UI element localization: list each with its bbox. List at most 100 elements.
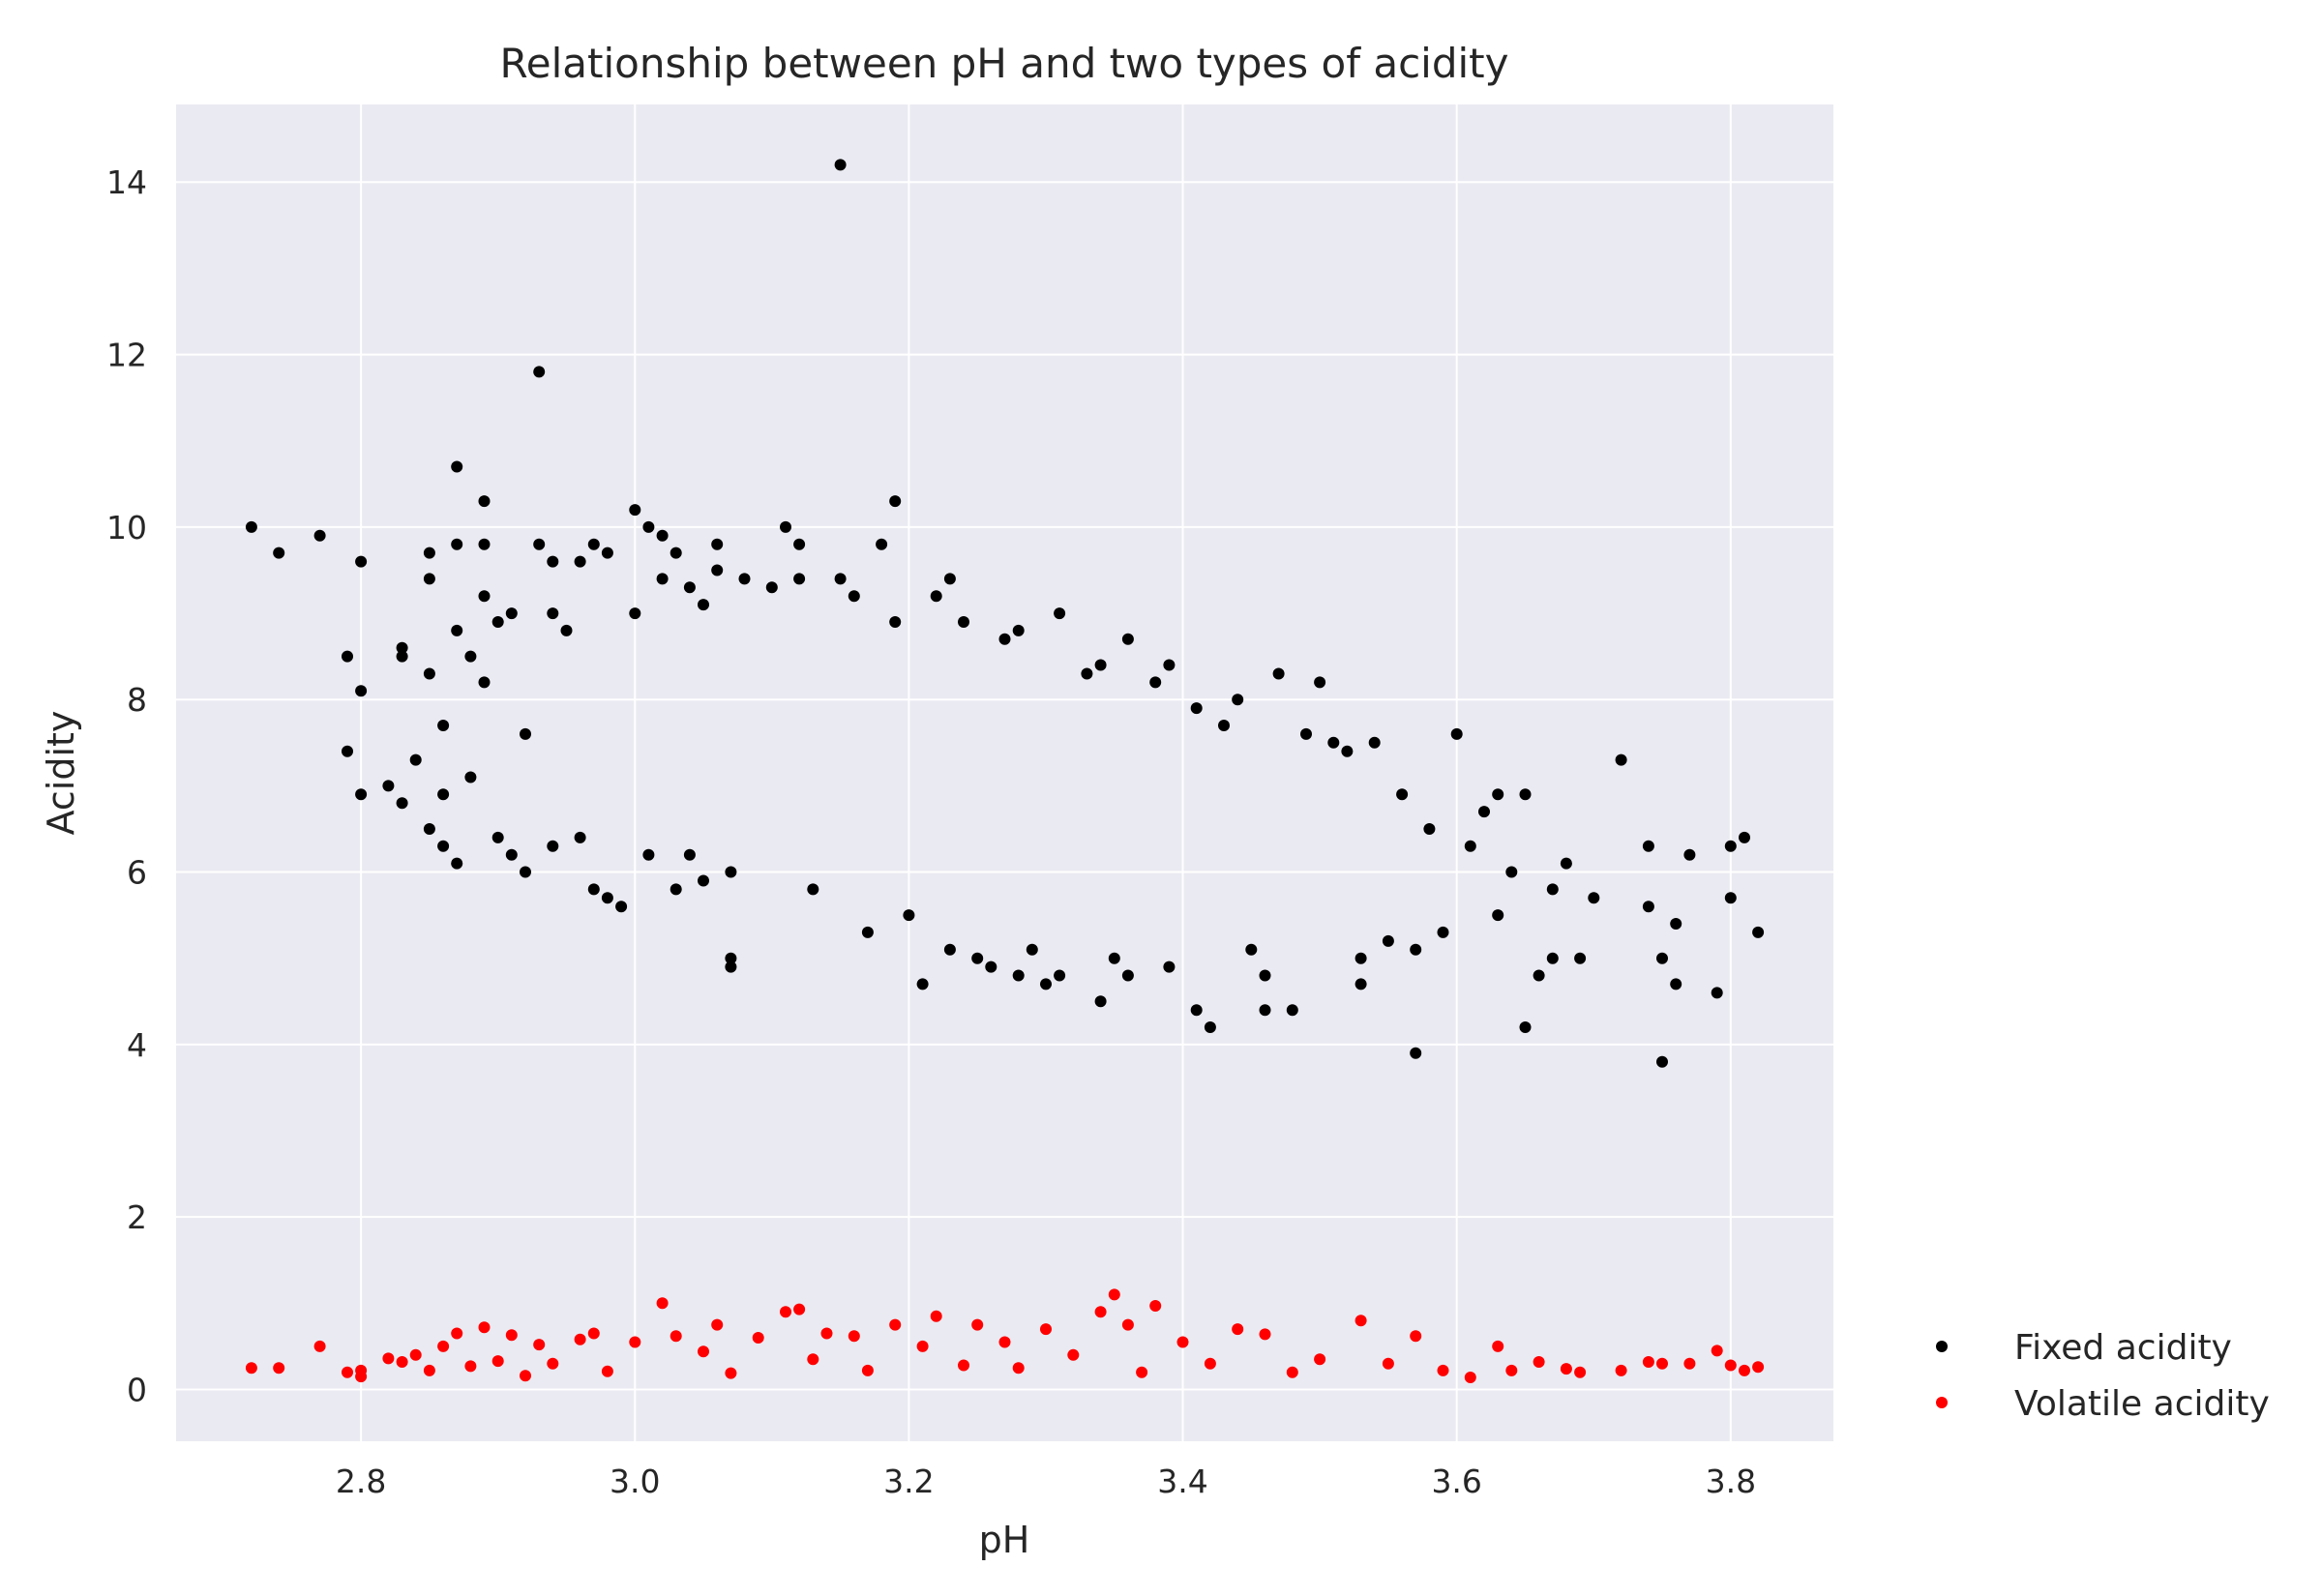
volatile-acidity-point xyxy=(587,1327,600,1340)
fixed-acidity-point xyxy=(958,616,969,628)
fixed-acidity-point xyxy=(1656,1055,1668,1068)
fixed-acidity-point xyxy=(451,538,463,550)
fixed-acidity-point xyxy=(1492,788,1504,801)
volatile-acidity-point xyxy=(1752,1361,1765,1374)
fixed-acidity-point xyxy=(355,555,368,568)
fixed-acidity-point xyxy=(1615,754,1627,766)
y-tick-label: 14 xyxy=(106,163,147,201)
fixed-acidity-point xyxy=(464,650,477,663)
fixed-acidity-point xyxy=(1588,892,1600,904)
fixed-acidity-point xyxy=(1054,969,1066,982)
fixed-acidity-point xyxy=(396,797,408,810)
fixed-acidity-point xyxy=(396,641,408,654)
volatile-acidity-point xyxy=(396,1356,408,1368)
fixed-acidity-point xyxy=(423,667,435,680)
volatile-acidity-point xyxy=(1437,1364,1449,1376)
fixed-acidity-point xyxy=(409,754,422,766)
volatile-acidity-point xyxy=(848,1330,860,1343)
volatile-acidity-point xyxy=(382,1352,395,1365)
fixed-acidity-point xyxy=(491,831,504,843)
fixed-acidity-point xyxy=(464,771,477,783)
fixed-acidity-point xyxy=(478,676,491,689)
legend-label-volatile: Volatile acidity xyxy=(2014,1384,2270,1424)
volatile-acidity-point xyxy=(1464,1372,1476,1383)
volatile-acidity-point xyxy=(752,1332,764,1344)
fixed-acidity-point xyxy=(725,866,737,878)
fixed-acidity-point xyxy=(423,547,435,559)
volatile-acidity-point xyxy=(520,1370,531,1382)
y-tick-label: 12 xyxy=(106,337,147,374)
volatile-acidity-point xyxy=(670,1330,682,1343)
volatile-acidity-point xyxy=(1642,1356,1654,1368)
fixed-acidity-point xyxy=(1012,969,1025,982)
fixed-acidity-point xyxy=(889,616,902,628)
x-tick-label: 3.2 xyxy=(883,1463,934,1500)
fixed-acidity-point xyxy=(930,590,942,603)
volatile-acidity-point xyxy=(1410,1330,1422,1343)
fixed-acidity-point xyxy=(547,607,559,620)
x-tick-label: 3.0 xyxy=(610,1463,660,1500)
fixed-acidity-point xyxy=(396,650,408,663)
volatile-acidity-point xyxy=(273,1362,285,1374)
fixed-acidity-point xyxy=(423,573,435,585)
y-tick-label: 4 xyxy=(127,1026,147,1064)
plot-background xyxy=(176,104,1833,1441)
fixed-acidity-point xyxy=(1259,1004,1271,1017)
fixed-acidity-point xyxy=(245,520,257,533)
volatile-acidity-point xyxy=(1121,1318,1134,1331)
legend-marker-fixed xyxy=(1936,1341,1948,1352)
chart-title: Relationship between pH and two types of… xyxy=(499,40,1508,87)
fixed-acidity-point xyxy=(1670,918,1682,930)
fixed-acidity-point xyxy=(1533,969,1545,982)
fixed-acidity-point xyxy=(615,901,628,913)
volatile-acidity-point xyxy=(656,1297,669,1310)
fixed-acidity-point xyxy=(1218,720,1230,731)
x-tick-label: 3.8 xyxy=(1706,1463,1756,1500)
fixed-acidity-point xyxy=(1354,952,1367,964)
fixed-acidity-point xyxy=(1108,952,1120,964)
volatile-acidity-point xyxy=(1656,1357,1668,1370)
grid-lines xyxy=(176,104,1833,1441)
fixed-acidity-point xyxy=(355,685,368,697)
fixed-acidity-point xyxy=(793,538,806,550)
fixed-acidity-point xyxy=(1272,667,1285,680)
volatile-acidity-point xyxy=(971,1318,984,1331)
fixed-acidity-point xyxy=(1149,676,1162,689)
y-axis-label: Acidity xyxy=(40,711,82,836)
fixed-acidity-point xyxy=(342,650,353,663)
fixed-acidity-point xyxy=(1642,901,1654,913)
fixed-acidity-point xyxy=(574,831,586,843)
fixed-acidity-point xyxy=(1423,823,1436,835)
fixed-acidity-point xyxy=(587,883,600,896)
volatile-acidity-point xyxy=(1354,1315,1367,1327)
fixed-acidity-point xyxy=(1711,987,1723,999)
volatile-acidity-point xyxy=(1012,1362,1025,1374)
fixed-acidity-point xyxy=(834,159,847,171)
fixed-acidity-point xyxy=(1094,659,1107,671)
fixed-acidity-point xyxy=(793,573,806,585)
fixed-acidity-point xyxy=(670,547,682,559)
volatile-acidity-point xyxy=(491,1355,504,1368)
fixed-acidity-point xyxy=(971,952,984,964)
volatile-acidity-point xyxy=(930,1310,942,1322)
volatile-acidity-point xyxy=(409,1348,422,1361)
fixed-acidity-point xyxy=(629,607,641,620)
volatile-acidity-point xyxy=(958,1359,969,1372)
volatile-acidity-point xyxy=(1560,1363,1572,1375)
fixed-acidity-point xyxy=(1204,1021,1216,1033)
volatile-acidity-point xyxy=(464,1360,477,1373)
fixed-acidity-point xyxy=(711,564,724,576)
y-tick-label: 0 xyxy=(127,1372,147,1409)
volatile-acidity-point xyxy=(916,1340,929,1352)
fixed-acidity-point xyxy=(437,840,450,852)
volatile-acidity-point xyxy=(505,1329,518,1342)
fixed-acidity-point xyxy=(601,892,613,904)
fixed-acidity-point xyxy=(642,848,655,861)
volatile-acidity-point xyxy=(998,1336,1011,1348)
volatile-acidity-point xyxy=(1739,1364,1750,1376)
legend: Fixed acidity Volatile acidity xyxy=(1936,1328,2270,1424)
fixed-acidity-point xyxy=(1724,840,1737,852)
fixed-acidity-point xyxy=(725,952,737,964)
fixed-acidity-point xyxy=(1314,676,1326,689)
